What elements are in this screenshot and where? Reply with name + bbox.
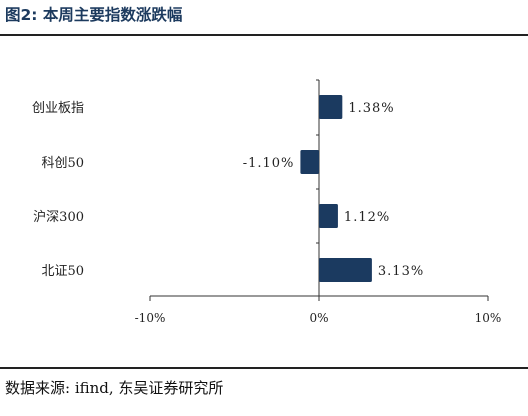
bar: [319, 204, 338, 228]
bar: [300, 150, 319, 174]
category-label: 科创50: [41, 156, 84, 171]
data-label: -1.10%: [243, 156, 295, 171]
data-label: 1.12%: [344, 210, 390, 225]
figure-title: 图2: 本周主要指数涨跌幅: [5, 6, 183, 24]
bar: [319, 258, 372, 282]
source-note: 数据来源: ifind, 东吴证券研究所: [5, 379, 224, 397]
x-tick-label: 10%: [475, 311, 502, 325]
bar: [319, 95, 343, 119]
category-label: 沪深300: [33, 209, 84, 225]
title-rule: [0, 34, 528, 36]
x-tick-label: -10%: [135, 311, 166, 325]
source-rule: [0, 367, 528, 369]
data-label: 3.13%: [378, 264, 424, 279]
category-label: 创业板指: [32, 101, 84, 116]
data-label: 1.38%: [348, 101, 394, 116]
category-label: 北证50: [41, 264, 84, 279]
x-tick-label: 0%: [309, 311, 328, 325]
